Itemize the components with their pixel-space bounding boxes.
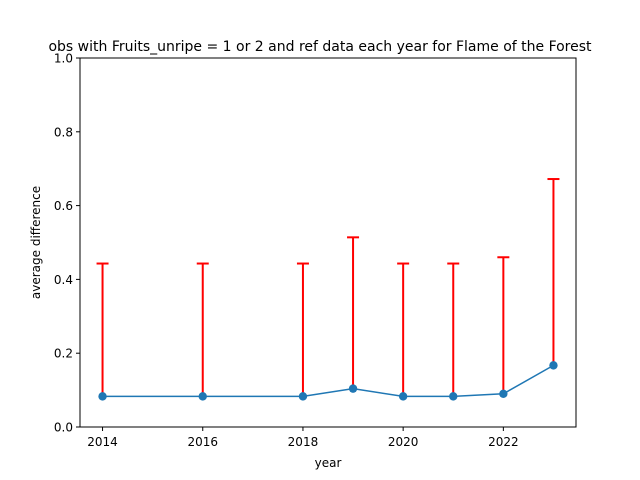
data-point [348,384,358,393]
y-axis-ticks: 0.0 0.2 0.4 0.6 0.8 1.0 [54,52,80,435]
data-point [398,392,408,401]
error-bars [96,178,560,397]
data-point [98,392,107,401]
x-axis-ticks: 2014 2016 2018 2020 2022 [87,427,519,449]
y-tick-label: 0.4 [54,273,73,287]
chart-title: obs with Fruits_unripe = 1 or 2 and ref … [48,39,592,55]
series-line [98,361,558,401]
plot-frame [79,57,577,428]
y-tick-label: 0.8 [54,125,73,139]
y-tick-label: 0.6 [54,199,73,213]
data-point [198,392,207,401]
x-tick-label: 2020 [388,435,419,449]
x-tick-label: 2016 [187,435,218,449]
data-point [499,389,508,398]
y-axis-label: average difference [29,186,43,299]
x-axis-label: year [315,456,342,470]
data-point [549,361,558,370]
x-tick-label: 2014 [87,435,118,449]
data-point [449,392,458,401]
data-point [298,392,308,401]
y-tick-label: 0.2 [54,347,73,361]
series-line-path [102,364,554,398]
x-tick-label: 2018 [288,435,319,449]
y-tick-label: 1.0 [54,52,73,66]
x-tick-label: 2022 [488,435,519,449]
y-tick-label: 0.0 [54,421,73,435]
